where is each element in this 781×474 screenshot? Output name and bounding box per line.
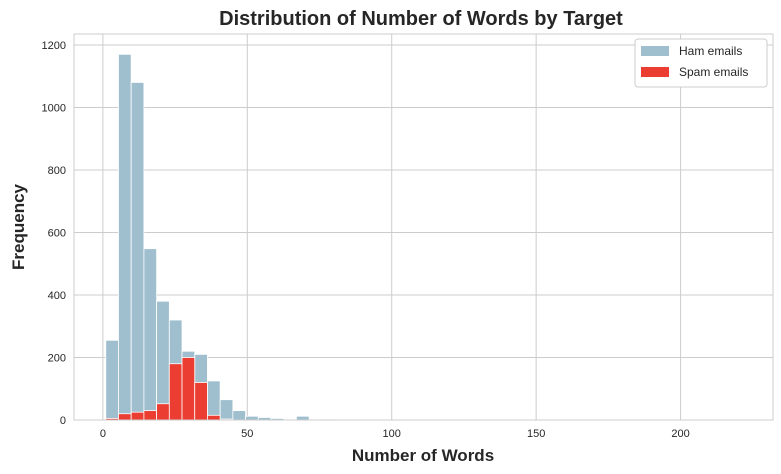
y-tick-labels: 0 200 400 600 800 1000 1200 bbox=[42, 40, 66, 427]
x-tick-labels: 0 50 100 150 200 bbox=[100, 428, 690, 440]
ham-bar bbox=[207, 380, 221, 421]
y-tick-label: 1000 bbox=[42, 102, 66, 114]
y-tick-label: 0 bbox=[60, 415, 66, 427]
plot-frame bbox=[73, 33, 774, 421]
y-tick-label: 1200 bbox=[42, 40, 66, 52]
x-tick-label: 0 bbox=[100, 428, 106, 440]
y-tick-label: 800 bbox=[48, 165, 66, 177]
x-axis-title: Number of Words bbox=[352, 446, 494, 465]
y-tick-label: 400 bbox=[48, 290, 66, 302]
x-tick-label: 200 bbox=[671, 428, 689, 440]
y-axis-title: Frequency bbox=[9, 183, 28, 270]
spam-bar bbox=[194, 382, 208, 421]
spam-bar bbox=[156, 403, 170, 421]
spam-bar bbox=[207, 414, 221, 421]
legend-swatch-ham bbox=[641, 46, 669, 56]
x-tick-label: 150 bbox=[527, 428, 545, 440]
y-tick-label: 200 bbox=[48, 352, 66, 364]
spam-bar bbox=[181, 357, 196, 421]
ham-bar bbox=[232, 410, 246, 421]
ham-bar bbox=[105, 339, 119, 421]
x-tick-label: 50 bbox=[241, 428, 253, 440]
grid bbox=[74, 34, 773, 421]
spam-bar bbox=[168, 363, 183, 421]
ham-bar bbox=[130, 82, 145, 421]
ham-bar bbox=[143, 248, 158, 421]
x-tick-label: 100 bbox=[383, 428, 401, 440]
ham-bar bbox=[245, 415, 259, 421]
ham-bar bbox=[219, 399, 234, 421]
ham-bar bbox=[118, 53, 132, 421]
ham-bar bbox=[156, 300, 170, 421]
spam-bar bbox=[130, 411, 145, 421]
legend-label-spam: Spam emails bbox=[679, 65, 748, 79]
spam-bar bbox=[143, 410, 158, 421]
ham-bar bbox=[296, 415, 310, 421]
spam-bars bbox=[105, 357, 234, 421]
chart-title: Distribution of Number of Words by Targe… bbox=[219, 8, 623, 30]
legend-label-ham: Ham emails bbox=[679, 44, 742, 58]
y-tick-label: 600 bbox=[48, 227, 66, 239]
legend: Ham emails Spam emails bbox=[634, 38, 768, 88]
spam-bar bbox=[118, 413, 132, 421]
legend-swatch-spam bbox=[641, 67, 669, 77]
